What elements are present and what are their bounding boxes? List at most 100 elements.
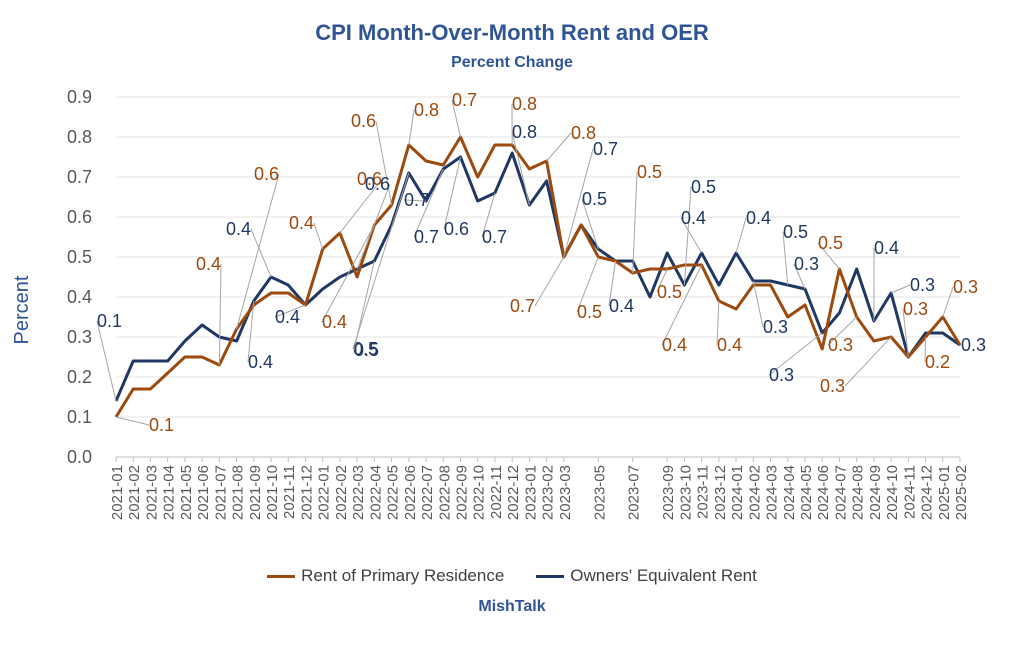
data-label-leader: [408, 109, 415, 146]
data-label-leader: [356, 183, 391, 270]
x-tick-label: 2023-01: [522, 465, 539, 520]
data-label: 0.7: [510, 296, 535, 316]
data-label: 0.5: [577, 302, 602, 322]
y-tick-label: 0.2: [67, 367, 92, 387]
data-label: 0.4: [746, 208, 771, 228]
y-tick-label: 0.9: [67, 87, 92, 107]
data-label: 0.3: [910, 275, 935, 295]
x-tick-label: 2021-01: [109, 465, 126, 520]
data-label-leader: [375, 120, 393, 206]
data-label-leader: [352, 172, 410, 350]
data-label-leader: [274, 304, 306, 318]
x-tick-label: 2022-11: [488, 465, 505, 519]
data-label-leader: [353, 260, 375, 351]
data-label: 0.4: [196, 254, 221, 274]
y-tick-label: 0.7: [67, 167, 92, 187]
x-tick-label: 2022-02: [333, 465, 350, 520]
data-label: 0.8: [512, 122, 537, 142]
x-tick-label: 2024-09: [867, 465, 884, 520]
data-label: 0.5: [353, 339, 378, 359]
data-label-leader: [250, 228, 272, 278]
data-label-leader: [632, 171, 638, 274]
x-tick-label: 2021-09: [247, 465, 264, 520]
data-label: 0.6: [357, 169, 382, 189]
y-axis-title: Percent: [11, 275, 33, 344]
data-label: 0.3: [794, 254, 819, 274]
data-label: 0.3: [828, 335, 853, 355]
series-lines: [114, 135, 962, 418]
x-tick-label: 2021-07: [212, 465, 229, 520]
x-tick-label: 2022-12: [505, 465, 522, 520]
x-tick-label: 2023-03: [557, 465, 574, 520]
data-label-leader: [218, 263, 222, 366]
x-tick-label: 2024-03: [764, 465, 781, 520]
data-label: 0.1: [149, 415, 174, 435]
data-label: 0.8: [571, 123, 596, 143]
x-tick-label: 2022-08: [436, 465, 453, 520]
data-label: 0.6: [254, 164, 279, 184]
x-tick-label: 2022-10: [471, 465, 488, 520]
data-label: 0.7: [452, 90, 477, 110]
data-label-leader: [680, 217, 703, 254]
data-label: 0.8: [414, 100, 439, 120]
x-tick-label: 2022-05: [385, 465, 402, 520]
data-label: 0.7: [482, 227, 507, 247]
data-label-leader: [115, 416, 150, 426]
data-label-leader: [793, 263, 806, 290]
data-label: 0.3: [763, 317, 788, 337]
data-label: 0.4: [289, 213, 314, 233]
data-label: 0.5: [818, 233, 843, 253]
data-label: 0.5: [354, 340, 379, 360]
data-label-leader: [576, 256, 599, 313]
data-label-leader: [451, 99, 461, 138]
data-label-leader: [563, 148, 594, 258]
data-label-leader: [236, 173, 280, 330]
y-tick-label: 0.3: [67, 327, 92, 347]
data-label-leader: [534, 256, 565, 307]
x-tick-label: 2024-07: [832, 465, 849, 520]
data-label-leader: [413, 168, 444, 238]
data-label: 0.1: [97, 311, 122, 331]
data-label-leader: [608, 260, 617, 307]
x-tick-label: 2023-11: [695, 465, 712, 519]
series-line-rent: [114, 135, 962, 418]
x-tick-label: 2021-12: [298, 465, 315, 520]
legend-item-rent: Rent of Primary Residence: [267, 566, 504, 586]
data-label-leader: [716, 300, 720, 346]
data-label: 0.5: [691, 177, 716, 197]
data-label: 0.4: [226, 219, 251, 239]
data-label-leader: [817, 242, 840, 270]
x-tick-label: 2024-01: [729, 465, 746, 520]
x-tick-label: 2022-04: [367, 465, 384, 520]
data-label-leader: [844, 336, 892, 387]
data-label-leader: [313, 222, 324, 250]
data-label: 0.7: [404, 190, 429, 210]
data-label-leader: [661, 264, 703, 346]
data-label-leader: [656, 268, 668, 293]
data-label: 0.3: [820, 376, 845, 396]
data-label: 0.3: [903, 299, 928, 319]
data-labels: 0.10.40.60.40.60.40.60.8 0.7 0.80.80.7 0.50…: [96, 90, 986, 435]
source-credit: MishTalk: [478, 598, 546, 615]
data-label: 0.5: [582, 189, 607, 209]
y-tick-label: 0.6: [67, 207, 92, 227]
x-tick-label: 2025-01: [936, 465, 953, 520]
x-axis: 2021-01 2021-02 2021-03 2021-04 2021-05 2021-…: [109, 457, 970, 520]
data-label: 0.3: [769, 365, 794, 385]
y-tick-label: 0.5: [67, 247, 92, 267]
data-label-leader: [683, 186, 692, 286]
data-label: 0.4: [874, 238, 899, 258]
x-tick-label: 2021-05: [178, 465, 195, 520]
data-label-leader: [890, 284, 911, 294]
x-tick-label: 2021-04: [161, 465, 178, 520]
data-label-leader: [902, 308, 909, 358]
data-label: 0.4: [275, 307, 300, 327]
data-label: 0.4: [717, 335, 742, 355]
y-axis: 0.0 0.1 0.2 0.3 0.4 0.5 0.6 0.7 0.8 0.9: [67, 87, 92, 467]
x-tick-label: 2022-09: [453, 465, 470, 520]
legend-label-rent: Rent of Primary Residence: [301, 566, 505, 585]
data-label: 0.5: [637, 162, 662, 182]
data-label: 0.6: [365, 174, 390, 194]
y-tick-label: 0.4: [67, 287, 92, 307]
data-label-leader: [768, 332, 823, 376]
